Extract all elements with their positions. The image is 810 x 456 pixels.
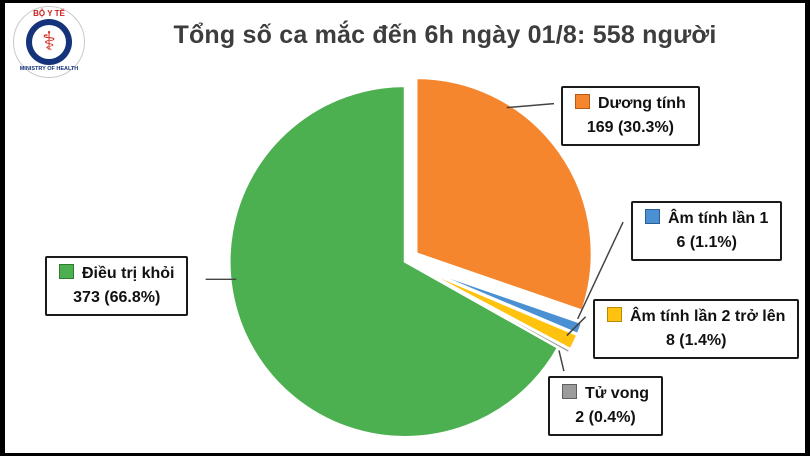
pie-chart [205, 76, 624, 439]
callout-duong-tinh-line1: Dương tính [575, 92, 686, 116]
logo-core: ⚕ [32, 25, 66, 59]
pie-slice-dieu-tri-khoi [228, 84, 560, 439]
leader-lines [205, 102, 624, 372]
callout-tu-vong-line1: Tử vong [562, 382, 649, 406]
duong-tinh-value: 169 (30.3%) [586, 119, 674, 136]
chart-canvas: BỘ Y TẾ ⚕ MINISTRY OF HEALTH Tổng số ca … [5, 3, 805, 453]
callout-tu-vong: Tử vong 2 (0.4%) [548, 376, 664, 436]
am-tinh-2-swatch [607, 307, 622, 322]
leader-line-duong-tinh [506, 102, 555, 109]
callout-am-tinh-lan-1: Âm tính lần 1 6 (1.1%) [631, 201, 783, 261]
leader-line-tu-vong [558, 350, 565, 372]
pie-slices [228, 76, 594, 439]
callout-duong-tinh: Dương tính 169 (30.3%) [561, 86, 700, 146]
leader-line-am-tinh-1 [577, 221, 624, 320]
dieu-tri-value: 373 (66.8%) [73, 289, 161, 306]
am-tinh-2-value: 8 (1.4%) [665, 332, 727, 349]
duong-tinh-label: Dương tính [598, 95, 686, 112]
callout-am-tinh-lan-2: Âm tính lần 2 trở lên 8 (1.4%) [593, 299, 800, 359]
dieu-tri-swatch [59, 264, 74, 279]
tu-vong-swatch [562, 384, 577, 399]
callout-am-tinh-2-line1: Âm tính lần 2 trở lên [607, 305, 785, 329]
logo-bottom-text: MINISTRY OF HEALTH [19, 66, 79, 72]
callout-dieu-tri-khoi: Điều trị khỏi 373 (66.8%) [45, 256, 189, 316]
pie-slice-duong-tinh [415, 76, 594, 313]
logo-ring: ⚕ [26, 19, 72, 65]
am-tinh-1-value: 6 (1.1%) [676, 234, 737, 251]
logo-top-text: BỘ Y TẾ [33, 9, 65, 18]
am-tinh-2-label: Âm tính lần 2 trở lên [630, 308, 786, 325]
am-tinh-1-label: Âm tính lần 1 [668, 210, 769, 227]
page-title: Tổng số ca mắc đến 6h ngày 01/8: 558 ngư… [173, 21, 717, 49]
callout-am-tinh-1-line1: Âm tính lần 1 [645, 207, 768, 231]
moh-logo: BỘ Y TẾ ⚕ MINISTRY OF HEALTH [13, 6, 85, 78]
tu-vong-label: Tử vong [585, 385, 650, 402]
am-tinh-1-swatch [645, 209, 660, 224]
callout-dieu-tri-line1: Điều trị khỏi [59, 262, 174, 286]
tu-vong-value: 2 (0.4%) [575, 409, 636, 426]
leader-line-am-tinh-2 [566, 316, 587, 337]
caduceus-icon: ⚕ [41, 27, 57, 57]
duong-tinh-swatch [575, 94, 590, 109]
dieu-tri-label: Điều trị khỏi [82, 265, 175, 282]
